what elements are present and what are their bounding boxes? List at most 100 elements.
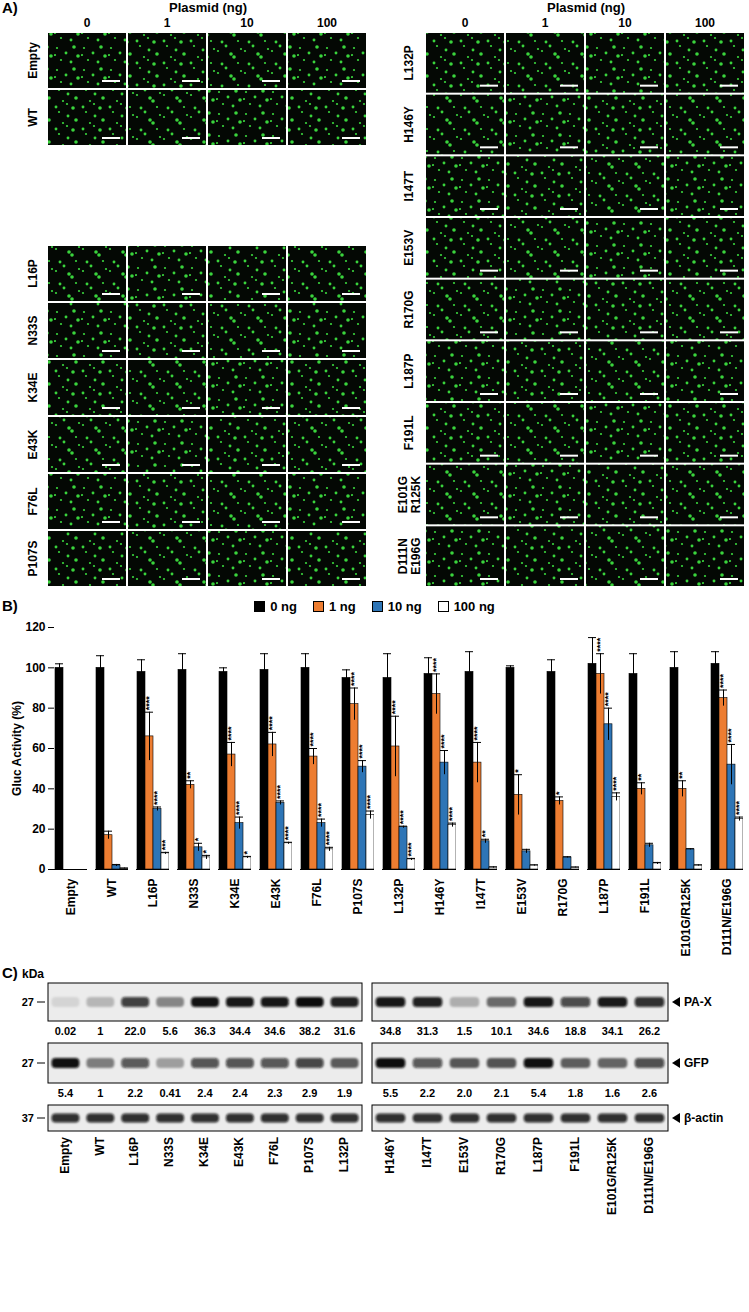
svg-text:F76L: F76L: [26, 487, 40, 515]
svg-text:P107S: P107S: [351, 879, 365, 915]
svg-text:F191L: F191L: [402, 415, 416, 450]
svg-text:1.9: 1.9: [337, 1087, 352, 1099]
svg-text:****: ****: [603, 692, 613, 707]
svg-text:D111N/E196G: D111N/E196G: [720, 879, 734, 956]
svg-text:20: 20: [32, 822, 46, 836]
svg-text:R170G: R170G: [494, 1137, 508, 1175]
svg-text:*: *: [201, 849, 211, 853]
svg-text:2.2: 2.2: [420, 1087, 435, 1099]
svg-text:1.6: 1.6: [605, 1087, 620, 1099]
svg-text:β-actin: β-actin: [684, 1111, 723, 1125]
svg-text:0: 0: [462, 16, 469, 30]
svg-text:34.4: 34.4: [229, 1025, 251, 1037]
svg-text:L132P: L132P: [337, 1137, 351, 1172]
svg-text:1.5: 1.5: [457, 1025, 472, 1037]
svg-text:1: 1: [164, 16, 171, 30]
svg-text:38.2: 38.2: [299, 1025, 320, 1037]
svg-text:F76L: F76L: [267, 1137, 281, 1165]
svg-text:****: ****: [316, 803, 326, 818]
svg-text:****: ****: [472, 726, 482, 741]
svg-text:****: ****: [595, 637, 605, 652]
svg-text:F191L: F191L: [638, 879, 652, 914]
svg-text:I147T: I147T: [420, 1136, 434, 1167]
svg-text:I147T: I147T: [402, 170, 416, 201]
svg-text:31.6: 31.6: [334, 1025, 355, 1037]
svg-text:N33S: N33S: [187, 879, 201, 909]
svg-text:****: ****: [365, 795, 375, 810]
svg-text:2.0: 2.0: [457, 1087, 472, 1099]
svg-text:K34E: K34E: [26, 372, 40, 402]
svg-text:****: ****: [234, 801, 244, 816]
svg-text:H146Y: H146Y: [383, 1137, 397, 1174]
svg-text:C): C): [2, 965, 18, 981]
svg-text:*: *: [513, 769, 523, 773]
svg-text:10.1: 10.1: [491, 1025, 512, 1037]
svg-text:WT: WT: [105, 878, 119, 897]
svg-text:5.4: 5.4: [531, 1087, 547, 1099]
svg-text:E153V: E153V: [515, 879, 529, 915]
svg-text:**: **: [480, 830, 490, 838]
svg-text:0.41: 0.41: [159, 1087, 180, 1099]
svg-text:E43K: E43K: [269, 878, 283, 908]
svg-text:R125K: R125K: [409, 475, 423, 513]
svg-text:H146Y: H146Y: [402, 106, 416, 143]
svg-text:**: **: [677, 771, 687, 779]
svg-text:100: 100: [695, 16, 715, 30]
svg-text:**: **: [636, 773, 646, 781]
svg-text:31.3: 31.3: [417, 1025, 438, 1037]
svg-text:****: ****: [226, 726, 236, 741]
svg-text:E153V: E153V: [402, 230, 416, 266]
svg-text:****: ****: [308, 732, 318, 747]
svg-text:80: 80: [32, 701, 46, 715]
svg-text:L16P: L16P: [146, 879, 160, 908]
svg-text:****: ****: [267, 716, 277, 731]
svg-text:Gluc Activity (%): Gluc Activity (%): [10, 701, 24, 796]
svg-text:18.8: 18.8: [565, 1025, 586, 1037]
svg-text:****: ****: [275, 784, 285, 799]
svg-text:E101G/R125K: E101G/R125K: [679, 878, 693, 956]
svg-text:0: 0: [84, 16, 91, 30]
svg-text:L16P: L16P: [26, 259, 40, 288]
svg-text:****: ****: [152, 790, 162, 805]
svg-text:2.9: 2.9: [302, 1087, 317, 1099]
svg-text:Plasmid (ng): Plasmid (ng): [169, 0, 247, 15]
svg-text:GFP: GFP: [684, 1056, 709, 1070]
svg-text:E196G: E196G: [409, 537, 423, 574]
svg-text:E101G: E101G: [396, 476, 410, 513]
svg-text:****: ****: [283, 826, 293, 841]
svg-text:*: *: [242, 850, 252, 854]
svg-text:****: ****: [144, 696, 154, 711]
svg-text:****: ****: [324, 831, 334, 846]
svg-text:****: ****: [734, 801, 744, 816]
svg-text:D111N: D111N: [396, 538, 410, 574]
svg-text:P107S: P107S: [302, 1137, 316, 1173]
svg-text:****: ****: [726, 728, 736, 743]
svg-text:PA-X: PA-X: [684, 995, 712, 1009]
svg-text:F191L: F191L: [568, 1137, 582, 1172]
svg-text:WT: WT: [93, 1136, 107, 1155]
svg-text:5.4: 5.4: [58, 1087, 74, 1099]
svg-text:Empty: Empty: [64, 878, 78, 915]
svg-text:120: 120: [25, 620, 45, 634]
svg-text:1: 1: [97, 1025, 103, 1037]
svg-text:34.1: 34.1: [602, 1025, 623, 1037]
svg-text:1: 1: [97, 1087, 103, 1099]
svg-text:I147T: I147T: [474, 878, 488, 909]
svg-text:R170G: R170G: [556, 879, 570, 917]
svg-text:****: ****: [398, 810, 408, 825]
svg-text:100: 100: [317, 16, 337, 30]
svg-text:E153V: E153V: [457, 1137, 471, 1173]
svg-text:E101G/R125K: E101G/R125K: [605, 1137, 619, 1215]
svg-text:26.2: 26.2: [639, 1025, 660, 1037]
svg-text:L187P: L187P: [531, 1137, 545, 1172]
svg-text:Empty: Empty: [26, 42, 40, 79]
svg-text:****: ****: [390, 700, 400, 715]
svg-text:E43K: E43K: [26, 429, 40, 459]
svg-text:27: 27: [22, 996, 34, 1008]
svg-text:****: ****: [349, 671, 359, 686]
svg-text:0.02: 0.02: [55, 1025, 76, 1037]
svg-text:100: 100: [25, 661, 45, 675]
svg-text:5.5: 5.5: [383, 1087, 398, 1099]
svg-text:27: 27: [22, 1057, 34, 1069]
svg-text:kDa: kDa: [22, 967, 44, 981]
